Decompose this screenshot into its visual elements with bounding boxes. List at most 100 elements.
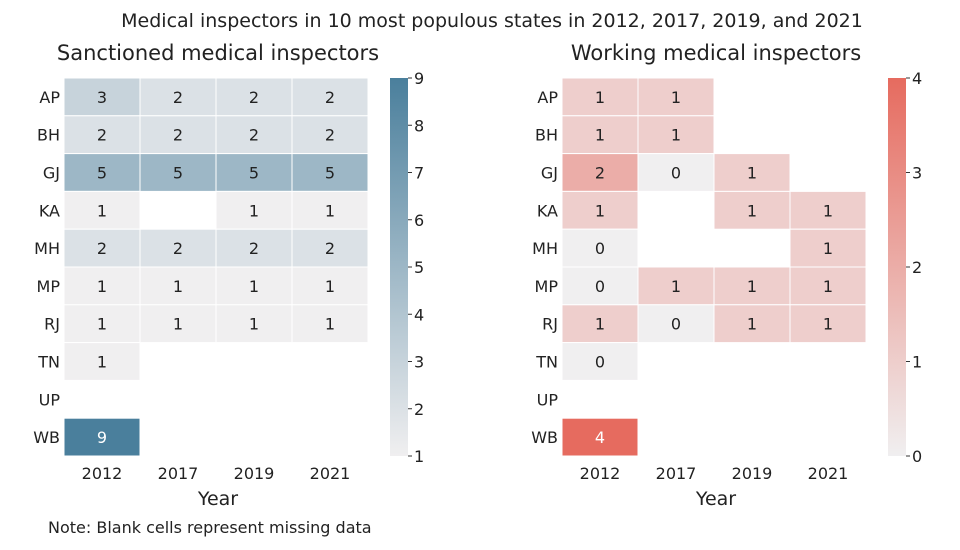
sanctioned-cell-mh-2012 [63, 228, 141, 268]
sanctioned-cell-value-mh-2017: 2 [173, 239, 183, 258]
working-state-labels: AP BH GJ KA MH MP RJ TN UP WB [531, 88, 558, 447]
sanctioned-cell-value-rj-2019: 1 [249, 315, 259, 334]
sanctioned-cell-bh-2017 [139, 115, 217, 155]
sanctioned-cell-mp-2021 [291, 266, 369, 306]
sanctioned-state-label-gj: GJ [43, 164, 60, 183]
sanctioned-colorbar-tick-4: 4 [414, 305, 424, 324]
sanctioned-cell-value-gj-2012: 5 [97, 164, 107, 183]
sanctioned-cell-rj-2017 [139, 304, 217, 344]
sanctioned-cell-mh-2019 [215, 228, 293, 268]
working-colorbar-tick-4: 4 [912, 69, 922, 88]
sanctioned-cell-value-bh-2012: 2 [97, 126, 107, 145]
working-cell-value-bh-2017: 1 [671, 126, 681, 145]
working-cell-value-rj-2019: 1 [747, 315, 757, 334]
working-colorbar-tick-0: 0 [912, 447, 922, 466]
working-colorbar-tick-2: 2 [912, 258, 922, 277]
sanctioned-cell-value-ap-2012: 3 [97, 88, 107, 107]
sanctioned-cell-value-tn-2012: 1 [97, 353, 107, 372]
working-colorbar-tick-1: 1 [912, 353, 922, 372]
working-cell-value-mp-2017: 1 [671, 277, 681, 296]
sanctioned-cell-gj-2021 [291, 153, 369, 192]
sanctioned-cell-value-gj-2019: 5 [249, 164, 259, 183]
sanctioned-cell-value-ka-2021: 1 [325, 201, 335, 220]
sanctioned-cell-value-gj-2017: 5 [173, 164, 183, 183]
sanctioned-colorbar-tick-3: 3 [414, 353, 424, 372]
sanctioned-cell-value-wb-2012: 9 [97, 428, 107, 447]
sanctioned-state-label-ap: AP [39, 88, 60, 107]
working-heatmap-cells: 1 1 1 1 2 0 1 1 1 1 0 1 0 1 1 1 1 0 1 1 0 4 [561, 77, 867, 457]
sanctioned-x-axis-label: Year [197, 488, 238, 510]
sanctioned-state-label-tn: TN [37, 353, 60, 372]
working-cell-value-wb-2012: 4 [595, 428, 605, 447]
working-cell-ap-2017 [637, 77, 715, 117]
working-cell-value-ka-2019: 1 [747, 201, 757, 220]
sanctioned-heatmap-cells: 3 2 2 2 2 2 2 2 5 5 5 5 1 1 1 2 2 2 2 1 1 1 1 1 1 1 1 1 9 [63, 77, 369, 457]
working-x-axis-label: Year [695, 488, 736, 510]
working-cell-value-mh-2012: 0 [595, 239, 605, 258]
missing-data-note: Note: Blank cells represent missing data [48, 518, 372, 537]
sanctioned-cell-value-mp-2021: 1 [325, 277, 335, 296]
working-heatmap-panel: Working medical inspectors 1 11 12 0 11 1 10 10… [531, 41, 922, 510]
sanctioned-cell-bh-2021 [291, 115, 369, 155]
sanctioned-cell-ap-2017 [139, 77, 217, 117]
sanctioned-state-label-rj: RJ [44, 315, 60, 334]
sanctioned-heatmap-panel: Sanctioned medical inspectors 3 2 2 2 2 2 2 2 5 5… [33, 41, 424, 510]
sanctioned-year-label-2019: 2019 [234, 464, 275, 483]
sanctioned-cell-rj-2021 [291, 304, 369, 344]
working-cell-gj-2012 [561, 153, 639, 192]
working-state-label-mh: MH [532, 239, 558, 258]
working-state-label-up: UP [537, 390, 559, 409]
sanctioned-cell-value-mh-2012: 2 [97, 239, 107, 258]
working-state-label-ap: AP [537, 88, 558, 107]
sanctioned-cell-value-ap-2019: 2 [249, 88, 259, 107]
sanctioned-cell-mp-2019 [215, 266, 293, 306]
sanctioned-cell-value-mh-2019: 2 [249, 239, 259, 258]
sanctioned-cell-ka-2019 [215, 190, 293, 230]
sanctioned-cell-mp-2017 [139, 266, 217, 306]
sanctioned-cell-value-mh-2021: 2 [325, 239, 335, 258]
working-cell-value-gj-2017: 0 [671, 164, 681, 183]
working-cell-value-rj-2012: 1 [595, 315, 605, 334]
sanctioned-cell-mh-2017 [139, 228, 217, 268]
working-cell-rj-2012 [561, 304, 639, 344]
sanctioned-cell-mp-2012 [63, 266, 141, 306]
sanctioned-year-label-2021: 2021 [310, 464, 351, 483]
working-state-label-bh: BH [535, 126, 558, 145]
working-cell-ap-2012 [561, 77, 639, 117]
working-cell-tn-2012 [561, 342, 639, 381]
sanctioned-cell-value-ap-2021: 2 [325, 88, 335, 107]
working-cell-wb-2012 [561, 417, 639, 457]
sanctioned-cell-value-ka-2012: 1 [97, 201, 107, 220]
working-year-label-2021: 2021 [808, 464, 849, 483]
working-cell-gj-2019 [713, 153, 791, 192]
sanctioned-cell-ap-2019 [215, 77, 293, 117]
sanctioned-colorbar-gradient [390, 78, 408, 456]
sanctioned-colorbar-tick-8: 8 [414, 116, 424, 135]
working-year-label-2012: 2012 [580, 464, 621, 483]
working-colorbar-gradient [888, 78, 906, 456]
sanctioned-state-label-ka: KA [39, 201, 60, 220]
working-year-labels: 2012 2017 2019 2021 [580, 464, 849, 483]
working-state-label-wb: WB [531, 428, 558, 447]
working-cell-value-ka-2021: 1 [823, 201, 833, 220]
sanctioned-state-labels: AP BH GJ KA MH MP RJ TN UP WB [33, 88, 60, 447]
sanctioned-year-label-2017: 2017 [158, 464, 199, 483]
sanctioned-colorbar-tick-1: 1 [414, 447, 424, 466]
working-colorbar: 0 1 2 3 4 [888, 69, 922, 466]
working-cell-value-ap-2012: 1 [595, 88, 605, 107]
working-cell-value-ap-2017: 1 [671, 88, 681, 107]
sanctioned-colorbar-tick-2: 2 [414, 400, 424, 419]
working-cell-value-bh-2012: 1 [595, 126, 605, 145]
working-state-label-rj: RJ [542, 315, 558, 334]
working-cell-value-gj-2012: 2 [595, 164, 605, 183]
sanctioned-colorbar-tick-5: 5 [414, 258, 424, 277]
sanctioned-cell-value-gj-2021: 5 [325, 164, 335, 183]
figure-title: Medical inspectors in 10 most populous s… [121, 10, 863, 32]
sanctioned-cell-tn-2012 [63, 342, 141, 381]
sanctioned-colorbar-tick-7: 7 [414, 164, 424, 183]
working-cell-value-gj-2019: 1 [747, 164, 757, 183]
sanctioned-year-label-2012: 2012 [82, 464, 123, 483]
sanctioned-cell-value-ka-2019: 1 [249, 201, 259, 220]
working-cell-value-rj-2021: 1 [823, 315, 833, 334]
working-state-label-mp: MP [535, 277, 559, 296]
